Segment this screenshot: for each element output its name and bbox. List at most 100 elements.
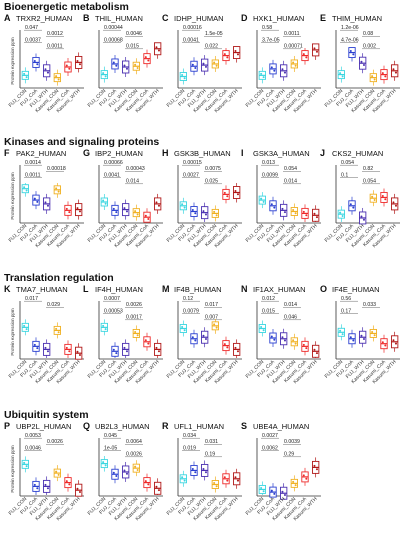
point-c-1-b [194,67,197,70]
point-o-1-a [349,336,352,339]
section-heading-ubiquitin: Ubiquitin system [4,409,89,421]
point-h-4-b [226,195,229,198]
point-k-2-b [46,350,49,353]
pvalue-label-s-1: 0.0039 [284,439,300,445]
point-f-3-b [57,190,60,193]
point-h-2-a [202,210,205,213]
point-j-5-a [392,201,395,204]
point-c-5-b [236,53,239,56]
point-i-1-b [273,206,276,209]
point-e-0-a [339,72,342,75]
point-e-0-b [341,75,344,78]
point-n-1-a [270,335,273,338]
section-heading-bioenergetic: Bioenergetic metabolism [4,1,129,13]
pvalue-label-j-2: 0.1 [341,172,348,178]
point-o-3-b [373,334,376,337]
point-b-3-a [134,63,137,66]
point-i-4-a [302,210,305,213]
point-k-5-a [76,350,79,353]
pvalue-label-i-3: 0.014 [284,179,297,185]
y-axis-label-f: Protein expression ppm [10,172,15,220]
pvalue-label-c-3: 0.022 [205,44,218,50]
point-i-2-a [281,207,284,210]
pvalue-label-b-3: 0.015 [126,44,139,50]
pvalue-label-m-2: 0.0079 [183,308,199,314]
point-h-5-a [234,190,237,192]
pvalue-label-h-0: 0.00015 [183,160,202,166]
point-l-3-a [134,330,137,333]
panel-title-a: TRXR2_HUMAN [16,14,72,23]
point-b-5-a [155,46,158,49]
pvalue-label-q-3: 0.0026 [126,452,142,458]
point-m-3-b [215,326,218,329]
pvalue-label-j-1: 0.82 [363,166,373,172]
pvalue-label-n-0: 0.012 [262,296,275,302]
point-k-4-b [68,350,71,353]
pvalue-label-a-1: 0.0012 [47,31,63,37]
panel-letter-s: S [241,421,247,431]
point-l-5-b [157,350,160,353]
point-c-4-b [226,56,229,59]
panel-letter-b: B [83,13,90,23]
panel-title-l: IF4H_HUMAN [95,285,143,294]
pvalue-label-a-2: 0.0037 [25,37,41,43]
pvalue-label-d-0: 0.58 [262,25,272,31]
point-q-1-b [115,475,118,478]
point-i-1-a [270,203,273,206]
point-o-4-b [384,344,387,347]
point-m-1-a [191,336,194,339]
point-k-3-b [57,331,60,334]
panel-title-o: IF4E_HUMAN [332,285,380,294]
point-r-1-a [191,467,194,470]
point-b-2-a [123,64,126,67]
pvalue-label-b-2: 0.00068 [104,37,123,43]
pvalue-label-c-1: 1.5e-05 [205,31,223,37]
point-m-5-a [234,346,237,349]
point-h-2-b [204,213,207,216]
point-d-1-a [270,66,273,69]
panel-letter-r: R [162,421,169,431]
point-a-2-b [46,71,49,74]
point-p-3-b [57,473,60,476]
pvalue-label-l-3: 0.0017 [126,315,142,321]
pvalue-label-q-1: 0.0064 [126,439,142,445]
point-g-1-a [112,207,115,210]
point-o-0-b [341,333,344,336]
point-o-5-b [394,342,397,345]
point-r-4-b [226,479,229,482]
point-d-5-b [315,50,318,53]
pvalue-label-h-2: 0.0027 [183,172,199,178]
point-j-5-b [394,204,397,207]
point-m-2-b [204,338,207,341]
y-axis-label-k: Protein expression ppm [10,308,15,356]
point-h-1-a [191,209,194,211]
point-k-1-b [36,347,39,350]
point-l-5-a [155,346,158,349]
point-p-2-b [46,487,49,490]
point-p-0-a [23,461,26,464]
panel-title-f: PAK2_HUMAN [16,149,66,158]
pvalue-label-r-0: 0.034 [183,433,196,439]
point-b-5-b [157,49,160,52]
panel-title-n: IF1AX_HUMAN [253,285,306,294]
pvalue-label-e-0: 1.2e-06 [341,25,359,31]
point-f-2-b [46,204,49,207]
point-i-5-a [313,212,316,215]
point-d-3-a [292,61,295,64]
point-h-0-b [183,206,186,209]
point-m-5-b [236,350,239,353]
point-q-2-b [125,472,128,475]
pvalue-label-n-2: 0.015 [262,308,275,314]
point-i-0-b [262,200,265,203]
panel-title-q: UB2L3_HUMAN [95,422,150,431]
pvalue-label-d-3: 0.00071 [284,44,303,50]
panel-title-c: IDHP_HUMAN [174,14,224,23]
point-f-4-b [68,211,71,214]
point-p-0-b [25,465,28,468]
point-b-3-b [136,67,139,70]
pvalue-label-f-1: 0.00018 [47,166,66,172]
point-l-2-b [125,350,128,353]
point-j-0-a [339,211,342,214]
point-j-3-b [373,199,376,201]
point-p-4-b [68,483,71,486]
